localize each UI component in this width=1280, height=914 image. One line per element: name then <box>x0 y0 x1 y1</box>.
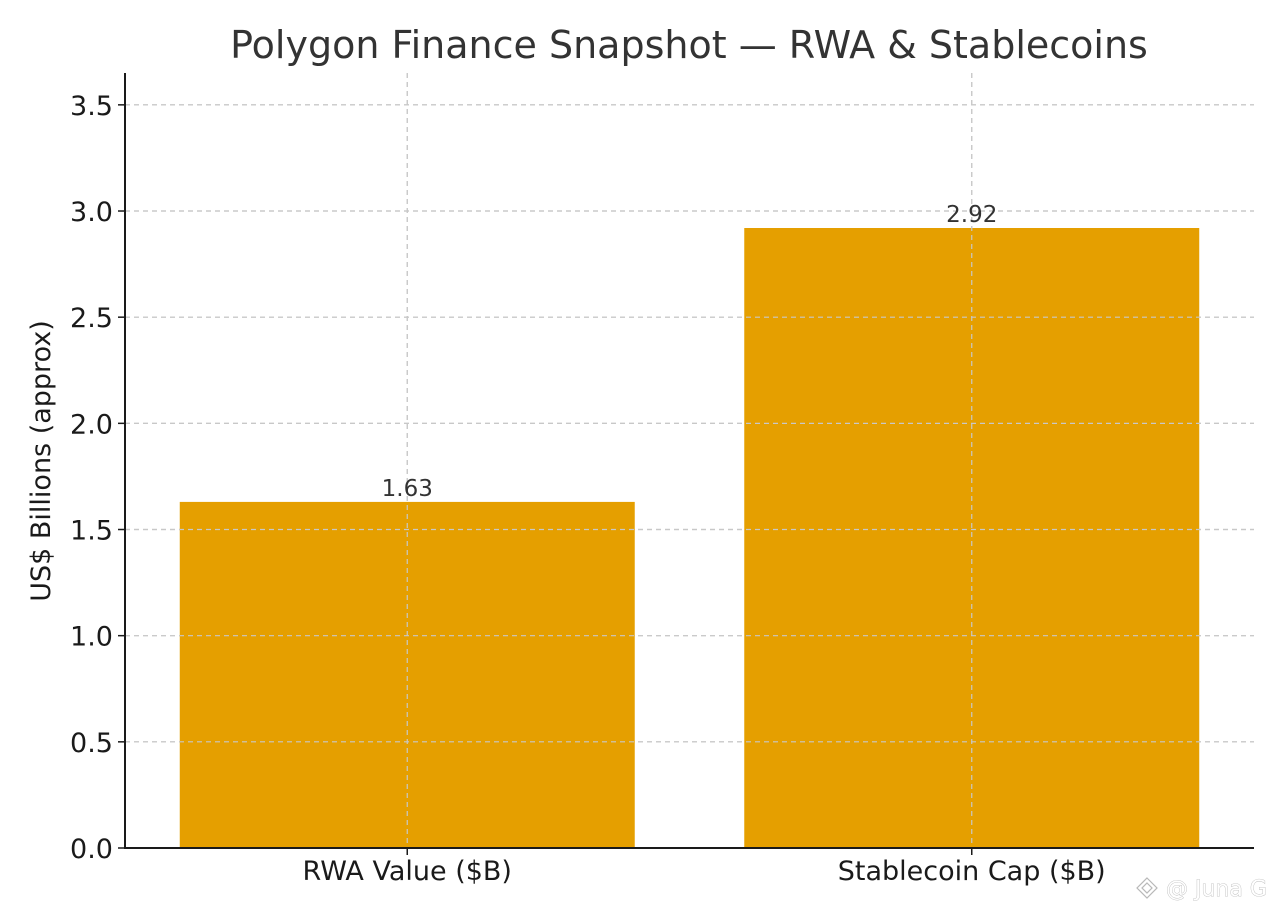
y-tick-label: 0.5 <box>70 728 113 759</box>
y-tick-label: 3.0 <box>70 197 113 228</box>
bar-value-label: 1.63 <box>382 476 433 502</box>
x-tick-label: RWA Value ($B) <box>303 856 512 887</box>
watermark: @ Juna G <box>1136 877 1267 902</box>
y-tick-label: 1.0 <box>70 622 113 653</box>
binance-logo-icon <box>1136 877 1158 899</box>
bar <box>744 228 1200 848</box>
y-tick-label: 1.5 <box>70 516 113 547</box>
y-tick-label: 3.5 <box>70 91 113 122</box>
y-tick-label: 2.0 <box>70 409 113 440</box>
watermark-text: @ Juna G <box>1166 877 1267 902</box>
y-axis-ticks: 0.0 0.5 1.0 1.5 2.0 2.5 3.0 3.5 <box>70 91 125 865</box>
y-tick-label: 0.0 <box>70 834 113 865</box>
bars <box>125 73 1254 848</box>
chart-title: Polygon Finance Snapshot — RWA & Stablec… <box>230 23 1148 67</box>
bar-value-labels: 1.63 2.92 <box>382 202 998 502</box>
x-tick-label: Stablecoin Cap ($B) <box>838 856 1106 887</box>
bar-value-label: 2.92 <box>946 202 997 228</box>
y-tick-label: 2.5 <box>70 303 113 334</box>
y-axis-title: US$ Billions (approx) <box>26 320 57 602</box>
x-axis-ticks: RWA Value ($B) Stablecoin Cap ($B) <box>303 848 1106 887</box>
